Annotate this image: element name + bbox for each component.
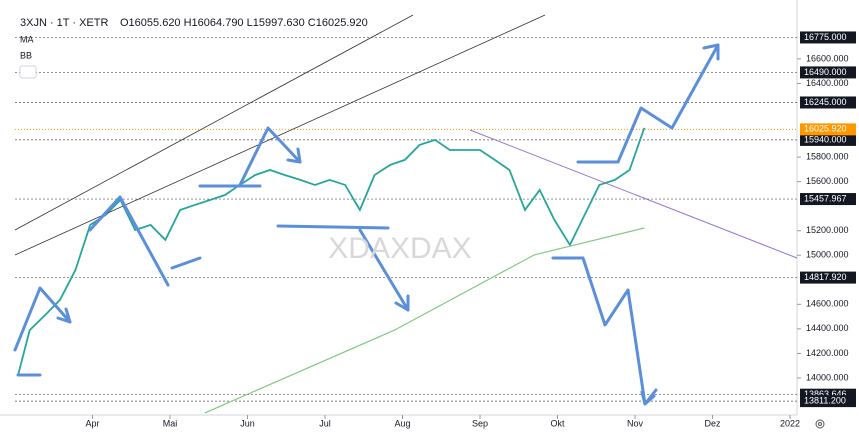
x-tick-label: Sep [472, 418, 488, 428]
indicator: MA [20, 34, 34, 44]
x-tick-label: Jun [240, 418, 255, 428]
series-line [204, 227, 645, 414]
level-box [800, 133, 856, 146]
arrow [170, 256, 202, 270]
arrow-head [702, 43, 720, 61]
y-tick-label: 15000.000 [806, 250, 849, 260]
y-tick-label: 14000.000 [806, 372, 849, 382]
level-label: 15457.967 [804, 193, 847, 203]
level-box [800, 193, 856, 206]
symbol: 3XJN · 1T · XETR [20, 17, 108, 29]
last-price-label: 16025.920 [804, 124, 847, 134]
trend-line [469, 129, 798, 259]
level-label: 16490.000 [804, 67, 847, 77]
level-label: 14817.920 [804, 272, 847, 282]
trend-line [14, 14, 414, 231]
arrow [358, 228, 410, 312]
ohlc: O16055.620 H16064.790 L15997.630 C16025.… [120, 17, 368, 29]
y-tick-label: 14600.000 [806, 299, 849, 309]
level-label: 15940.000 [804, 134, 847, 144]
arrow-head [56, 307, 72, 324]
y-tick-label: 16600.000 [806, 53, 849, 63]
arrows [13, 43, 720, 406]
plot [15, 37, 797, 414]
indicator: BB [20, 50, 32, 60]
y-tick-label: 14200.000 [806, 348, 849, 358]
level-box [800, 96, 856, 109]
level-box [800, 271, 856, 284]
arrow [238, 126, 302, 187]
x-tick-label: Aug [395, 418, 411, 428]
drawings [13, 14, 798, 406]
level-label: 13863.646 [804, 389, 847, 399]
x-tick-label: Nov [627, 418, 644, 428]
x-tick-label: Okt [551, 418, 566, 428]
x-tick-label: Jul [319, 418, 331, 428]
arrow [13, 286, 72, 352]
y-tick-label: 15600.000 [806, 176, 849, 186]
level-label: 16775.000 [804, 32, 847, 42]
arrow [88, 195, 170, 287]
last-price-box [800, 123, 856, 136]
level-box [800, 395, 856, 408]
watermark: XDAXDAX [328, 232, 471, 265]
level-box [800, 66, 856, 79]
y-tick-label: 14400.000 [806, 323, 849, 333]
arrow [276, 224, 390, 230]
x-tick-label: Mai [163, 418, 178, 428]
y-tick-label: 15800.000 [806, 151, 849, 161]
level-label: 16245.000 [804, 97, 847, 107]
x-tick-label: Apr [85, 418, 99, 428]
collapse-button[interactable] [19, 65, 37, 79]
level-label: 13811.200 [804, 395, 846, 405]
arrow [581, 256, 658, 406]
level-box [800, 31, 856, 44]
y-tick-label: 15200.000 [806, 225, 849, 235]
arrow-head [394, 294, 410, 312]
x-tick-label: Dez [705, 418, 722, 428]
x-tick-label: 2022 [780, 418, 800, 428]
y-tick-label: 16400.000 [806, 78, 849, 88]
arrow-head [640, 390, 656, 406]
arrow [616, 43, 720, 164]
arrow-head [286, 147, 302, 164]
trend-line [14, 14, 546, 256]
settings-icon[interactable] [815, 419, 825, 429]
